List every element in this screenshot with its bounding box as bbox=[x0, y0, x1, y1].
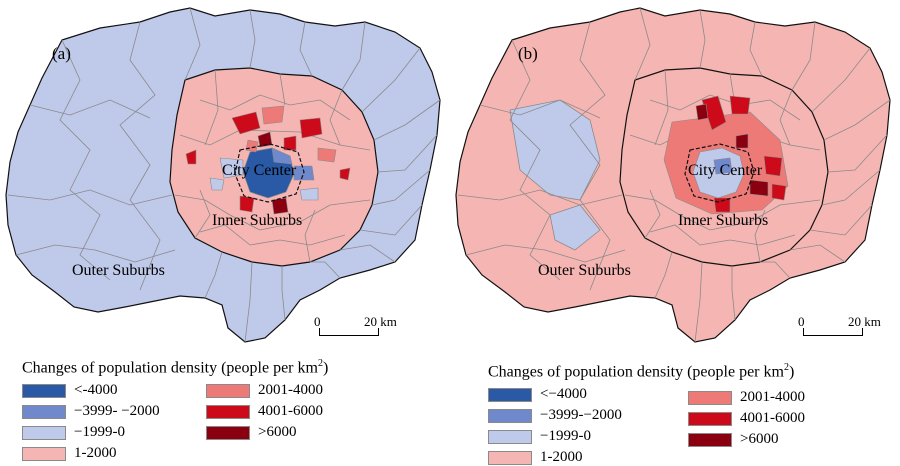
legend-title-a: Changes of population density (people pe… bbox=[22, 358, 329, 377]
city-center-boundary bbox=[684, 143, 755, 203]
legend-title-b: Changes of population density (people pe… bbox=[488, 362, 795, 381]
panel-label-a: (a) bbox=[52, 44, 71, 63]
map-a-svg bbox=[5, 7, 441, 343]
inner-suburbs-label: Inner Suburbs bbox=[678, 212, 769, 229]
scale-zero: 0 bbox=[314, 314, 321, 329]
scale-km: 20 km bbox=[364, 314, 397, 329]
city-center-label: City Center bbox=[688, 162, 763, 179]
scale-bar-b: 0 20 km bbox=[798, 314, 898, 344]
city-center-tracts bbox=[663, 95, 789, 215]
city-center-label: City Center bbox=[222, 162, 297, 179]
scale-zero: 0 bbox=[798, 314, 805, 329]
map-panel-a: (a) City Center Inner Suburbs Outer Subu… bbox=[0, 0, 450, 463]
scale-km: 20 km bbox=[848, 314, 881, 329]
district-boundaries bbox=[457, 7, 891, 343]
outer-suburbs-label: Outer Suburbs bbox=[538, 262, 631, 279]
city-center-tracts bbox=[185, 105, 351, 215]
map-panel-b: (b) City Center Inner Suburbs Outer Subu… bbox=[450, 0, 900, 465]
scale-bar-a: 0 20 km bbox=[314, 314, 414, 344]
district-boundaries bbox=[7, 7, 441, 343]
map-b-svg bbox=[455, 7, 891, 343]
city-center-boundary bbox=[234, 143, 305, 203]
inner-suburbs-label: Inner Suburbs bbox=[212, 212, 303, 229]
outer-suburbs-label: Outer Suburbs bbox=[72, 262, 165, 279]
panel-label-b: (b) bbox=[518, 44, 538, 63]
